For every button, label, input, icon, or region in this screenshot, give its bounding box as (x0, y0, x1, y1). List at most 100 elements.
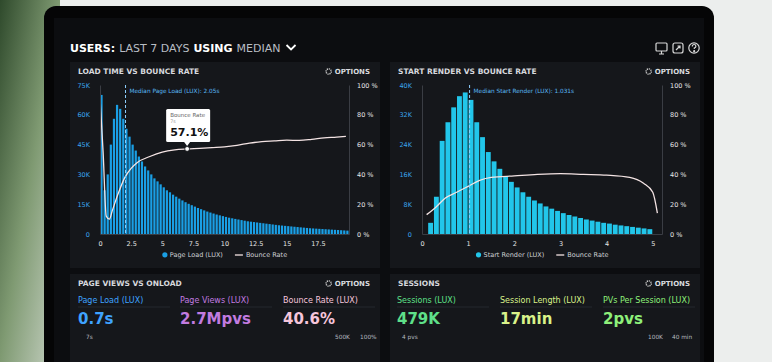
gear-icon (646, 281, 651, 286)
tick-label: 0 (98, 240, 102, 248)
tick: 80 % (662, 111, 687, 119)
kpi-rule (283, 307, 375, 308)
tick-label: 0 (420, 240, 424, 248)
tick: 7.5 (189, 234, 199, 248)
plot-area (100, 95, 349, 234)
histogram-bar (331, 230, 333, 234)
histogram-bar (169, 192, 171, 234)
kpi-value: 2pvs (603, 310, 643, 328)
legend-item: Bounce Rate (556, 251, 608, 259)
tick: 15 (283, 234, 291, 248)
panel-title: PAGE VIEWS VS ONLOAD (78, 279, 182, 288)
histogram-bar (492, 161, 497, 234)
histogram-bar (166, 190, 168, 234)
tick-label: 4 (605, 240, 609, 248)
histogram-bar (150, 174, 152, 234)
options-button[interactable]: OPTIONS (655, 68, 690, 76)
histogram-bar (231, 218, 233, 234)
histogram-bar (293, 227, 295, 234)
tick: 100 % (349, 82, 378, 90)
histogram-bar (318, 229, 320, 234)
histogram-bar (119, 109, 121, 234)
histogram-bar (228, 218, 230, 234)
header-part: USERS: (70, 42, 115, 55)
histogram-bar (607, 224, 612, 234)
histogram-bar (110, 145, 112, 234)
monitor-icon (656, 43, 667, 51)
histogram-bar (463, 92, 468, 234)
tick: 30K (77, 171, 100, 179)
gear-icon (646, 69, 651, 74)
header-icons (656, 43, 699, 54)
histogram-bar (647, 229, 652, 234)
tooltip-pointer (184, 142, 190, 146)
tick-label: 5 (651, 240, 655, 248)
histogram-bar (630, 227, 635, 234)
tick-label: 2 (513, 240, 517, 248)
help-mark (692, 45, 696, 50)
tooltip-point (185, 147, 190, 152)
panel-title: LOAD TIME VS BOUNCE RATE (78, 67, 199, 76)
histogram-bar (160, 184, 162, 234)
tick-label: 40 % (670, 171, 687, 179)
tick: 75K (77, 82, 100, 90)
tick-label: 30K (77, 171, 90, 179)
tick-label: 1 (467, 240, 471, 248)
histogram-bar (642, 228, 647, 234)
histogram-bar (194, 207, 196, 234)
kpi-rule (180, 307, 272, 308)
legend-label: Bounce Rate (567, 251, 608, 259)
help-dot (694, 51, 695, 52)
y-axis: 015K30K45K60K75K (77, 82, 100, 239)
mini-axis-label: 40 min (672, 334, 692, 340)
panel: START RENDER VS BOUNCE RATEOPTIONS012345… (390, 62, 700, 268)
histogram-bar (197, 208, 199, 234)
histogram-bar (116, 105, 118, 234)
legend-label: Start Render (LUX) (484, 251, 545, 259)
kpi: Session Length (LUX)17min (500, 296, 592, 328)
histogram-bar (346, 231, 348, 234)
histogram-bar (188, 204, 190, 234)
legend-item: Start Render (LUX) (476, 251, 544, 259)
tick-label: 80 % (357, 111, 374, 119)
tick-label: 40K (399, 82, 412, 90)
median-label: Median Start Render (LUX): 1.031s (474, 88, 574, 94)
histogram-bar (544, 206, 549, 234)
histogram-bar (296, 227, 298, 234)
legend-symbol (235, 254, 243, 255)
tick-label: 75K (77, 82, 90, 90)
panel: PAGE VIEWS VS ONLOADOPTIONSPage Load (LU… (70, 274, 380, 362)
tick-label: 20 % (357, 201, 374, 209)
options-button[interactable]: OPTIONS (335, 280, 370, 288)
tick: 5 (161, 234, 165, 248)
histogram-bar (434, 197, 439, 234)
histogram-bar (340, 230, 342, 234)
histogram-bar (278, 225, 280, 234)
panel: LOAD TIME VS BOUNCE RATE OPTIONS 0 2.5 5 7.5 1… (70, 62, 380, 268)
tick: 40 % (662, 171, 687, 179)
legend-item: Bounce Rate (235, 251, 287, 259)
kpi-value: 17min (500, 310, 552, 328)
gear-icon (326, 281, 331, 286)
histogram-bar (222, 216, 224, 234)
axis-line (423, 234, 663, 235)
tick: 8K (404, 201, 422, 209)
histogram-bar (520, 192, 525, 234)
histogram-bar (290, 226, 292, 234)
histogram-bar (144, 166, 146, 234)
histogram-bar (163, 187, 165, 234)
tooltip-title: Bounce Rate (170, 112, 205, 118)
options-button[interactable]: OPTIONS (335, 68, 370, 76)
histogram-bar (451, 107, 456, 234)
tick-label: 2.5 (126, 240, 136, 248)
histogram-bar (572, 216, 577, 234)
x-axis: 02.557.51012.51517.5 (98, 234, 349, 248)
legend-symbol (162, 252, 167, 257)
histogram-bar (590, 221, 595, 234)
tick: 40K (399, 82, 422, 90)
tick-label: 10 (221, 240, 229, 248)
options-button[interactable]: OPTIONS (655, 280, 690, 288)
histogram-bar (200, 209, 202, 234)
histogram-bar (181, 200, 183, 234)
tick: 12.5 (249, 234, 263, 248)
